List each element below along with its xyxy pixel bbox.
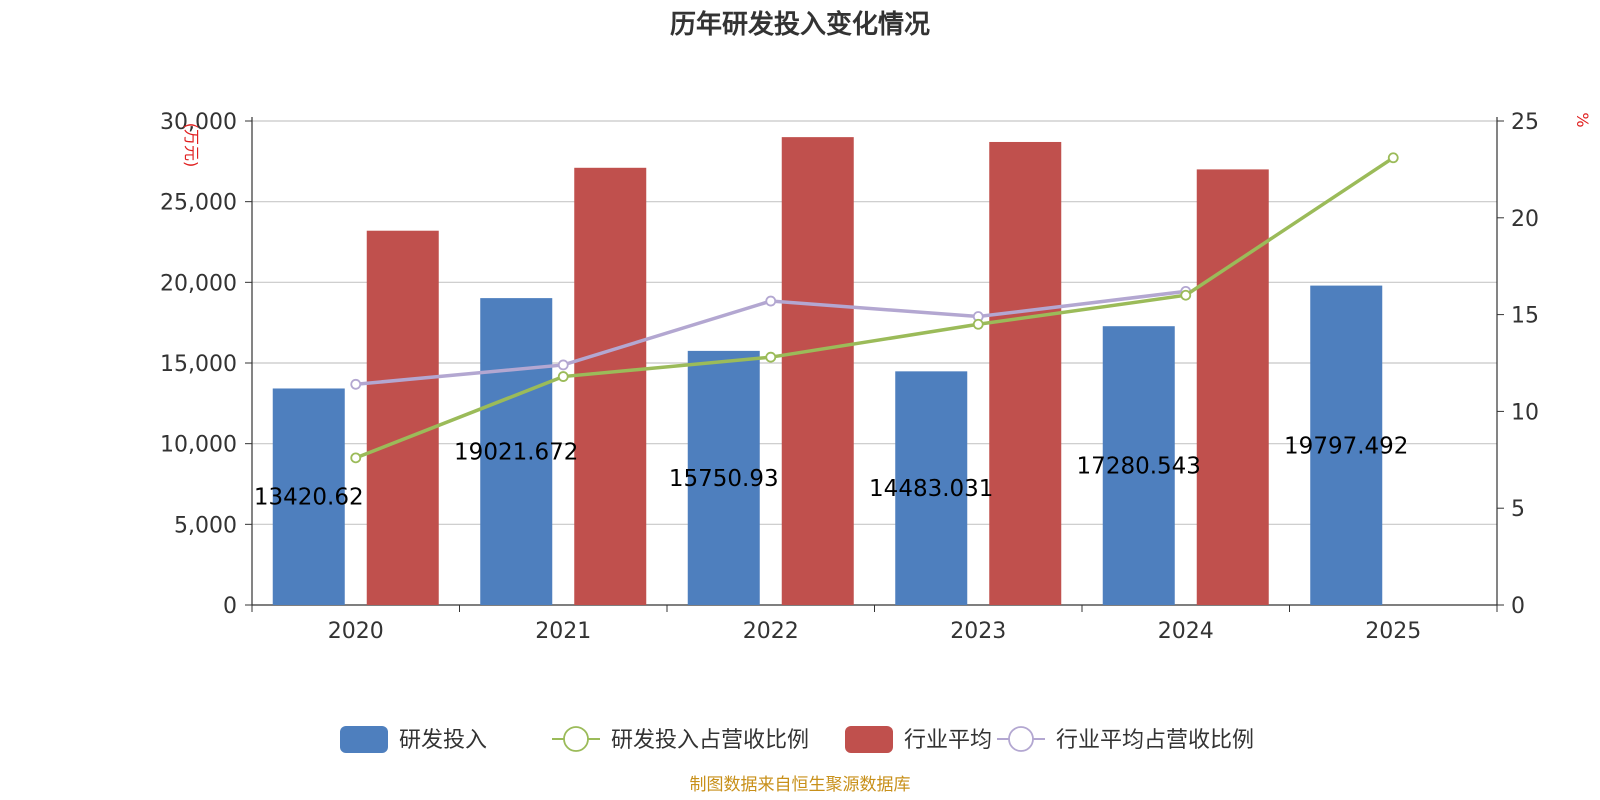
data-label: 15750.93 [669, 466, 779, 492]
bar-rd-investment [1310, 285, 1383, 605]
x-axis-tick-label: 2021 [535, 619, 591, 644]
point-rd-ratio [557, 371, 569, 382]
data-label: 14483.031 [869, 476, 993, 502]
legend-swatch-bar [845, 726, 893, 753]
left-axis-tick-label: 5,000 [174, 513, 237, 538]
legend-swatch-bar [340, 726, 388, 753]
data-label: 13420.62 [254, 485, 364, 511]
left-axis-tick-label: 30,000 [160, 110, 237, 135]
grid-lines [252, 120, 1497, 525]
data-label: 17280.543 [1077, 454, 1201, 480]
x-axis-tick-label: 2022 [743, 619, 799, 644]
bar-industry-average [781, 137, 854, 605]
line-rd-ratio [355, 156, 1395, 460]
data-label: 19797.492 [1284, 433, 1408, 459]
bar-industry-average [989, 141, 1062, 605]
axes: 0 5,000 10,000 15,000 20,000 25,000 30,000 0 5 10… [160, 110, 1592, 644]
bar-rd-investment [480, 298, 553, 605]
right-axis-tick-label: 20 [1511, 207, 1539, 232]
legend-label: 行业平均占营收比例 [1056, 728, 1254, 753]
x-axis-tick-label: 2020 [328, 619, 384, 644]
left-axis-tick-label: 25,000 [160, 191, 237, 216]
point-rd-ratio [350, 452, 362, 464]
legend-swatch-marker [563, 726, 589, 752]
x-axis-tick-label: 2023 [950, 619, 1006, 644]
chart-title: 历年研发投入变化情况 [670, 9, 930, 40]
legend-swatch-marker [1008, 726, 1034, 752]
right-axis-tick-label: 5 [1511, 497, 1525, 522]
right-axis-unit: % [1573, 112, 1592, 127]
bar-rd-investment [895, 371, 968, 605]
point-rd-ratio [1387, 152, 1399, 164]
legend-label: 研发投入 [399, 728, 487, 753]
right-axis-tick-label: 15 [1511, 304, 1539, 329]
left-axis-tick-label: 15,000 [160, 352, 237, 377]
bar-rd-investment [1102, 326, 1175, 605]
left-axis-tick-label: 10,000 [160, 433, 237, 458]
legend: 研发投入 研发投入占营收比例 行业平均 行业平均占营收比例 [340, 726, 1254, 753]
x-axis-tick-label: 2025 [1365, 619, 1421, 644]
left-axis-tick-label: 20,000 [160, 271, 237, 296]
bar-rd-investment [272, 388, 345, 605]
source-note: 制图数据来自恒生聚源数据库 [690, 775, 911, 795]
right-axis-tick-label: 0 [1511, 594, 1525, 619]
legend-label: 行业平均 [904, 728, 992, 753]
right-axis-tick-label: 10 [1511, 400, 1539, 425]
lines [350, 152, 1399, 464]
bar-industry-average [1196, 169, 1269, 605]
left-axis-tick-label: 0 [223, 594, 237, 619]
point-industry-ratio [557, 359, 569, 371]
bars [272, 137, 1383, 605]
bar-industry-average [574, 167, 647, 605]
x-axis-tick-label: 2024 [1158, 619, 1214, 644]
left-axis-unit: (万元) [182, 123, 201, 168]
point-industry-ratio [350, 378, 362, 390]
data-labels: 13420.62 19021.672 15750.93 14483.031 17280.… [254, 433, 1409, 510]
legend-label: 研发投入占营收比例 [611, 728, 809, 753]
data-label: 19021.672 [454, 440, 578, 466]
point-industry-ratio [765, 295, 777, 307]
point-rd-ratio [765, 351, 777, 363]
point-rd-ratio [972, 318, 984, 330]
bar-rd-investment [687, 350, 760, 605]
right-axis-tick-label: 25 [1511, 110, 1539, 135]
point-rd-ratio [1180, 289, 1192, 301]
bar-industry-average [366, 230, 439, 605]
